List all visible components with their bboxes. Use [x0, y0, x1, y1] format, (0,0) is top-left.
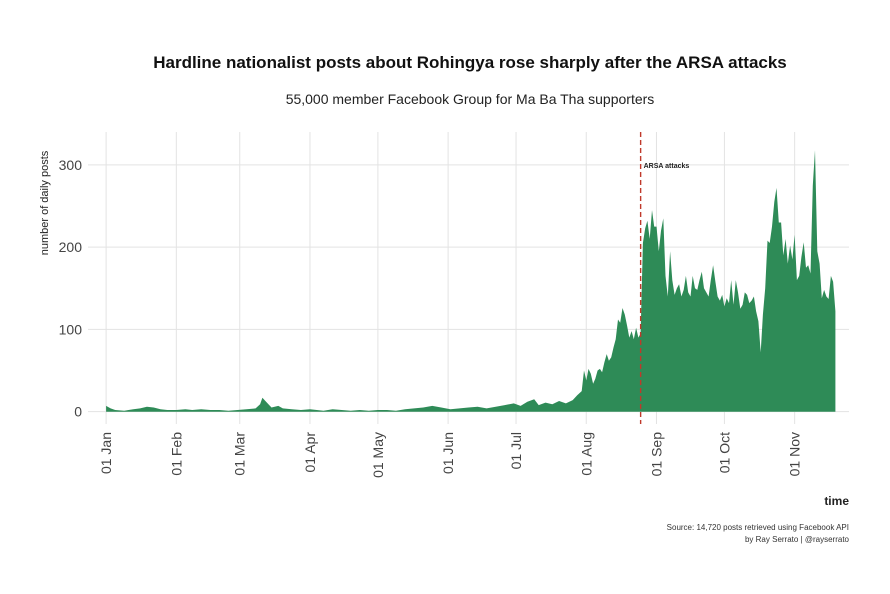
data-area-layer: [106, 150, 836, 412]
annotation-label: ARSA attacks: [644, 163, 690, 170]
x-tick-label-5: 01 Jun: [440, 432, 456, 474]
chart-subtitle: 55,000 member Facebook Group for Ma Ba T…: [286, 91, 655, 107]
x-axis-ticks: 01 Jan 01 Feb 01 Mar 01 Apr 01 May 01 Jun 01 J…: [98, 432, 803, 478]
source-note: Source: 14,720 posts retrieved using Fac…: [667, 523, 849, 532]
x-tick-label-3: 01 Apr: [302, 432, 318, 473]
chart-title: Hardline nationalist posts about Rohingy…: [153, 53, 787, 72]
x-axis-label: time: [824, 494, 849, 508]
annotation-layer: ARSA attacks: [639, 132, 690, 424]
y-tick-label-0: 0: [74, 404, 82, 420]
y-tick-label-100: 100: [59, 321, 83, 337]
x-tick-label-8: 01 Sep: [648, 432, 664, 477]
y-axis-ticks: 0 100 200 300: [59, 157, 83, 420]
x-tick-label-4: 01 May: [370, 432, 386, 478]
x-tick-label-10: 01 Nov: [787, 432, 803, 476]
y-axis-label: number of daily posts: [39, 150, 51, 255]
x-tick-label-0: 01 Jan: [98, 432, 114, 474]
y-tick-label-300: 300: [59, 157, 83, 173]
x-tick-label-2: 01 Mar: [232, 432, 248, 476]
y-tick-label-200: 200: [59, 239, 83, 255]
credit-note: by Ray Serrato | @rayserrato: [745, 535, 850, 544]
x-tick-label-9: 01 Oct: [716, 432, 732, 473]
x-tick-label-7: 01 Aug: [578, 432, 594, 476]
x-tick-label-1: 01 Feb: [168, 432, 184, 476]
series-area-0: [106, 150, 836, 412]
x-tick-label-6: 01 Jul: [508, 432, 524, 469]
